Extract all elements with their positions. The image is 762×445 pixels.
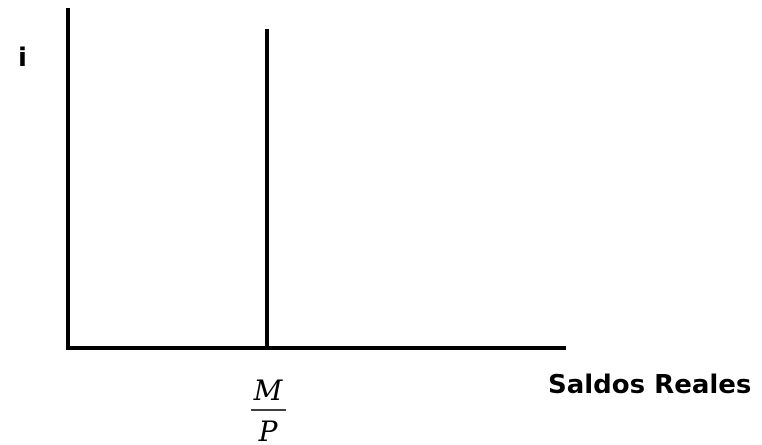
real-balances-fraction: M P — [251, 374, 286, 445]
fraction-denominator: P — [258, 415, 279, 445]
fraction-numerator: M — [253, 374, 284, 407]
x-axis-label: Saldos Reales — [548, 370, 751, 400]
y-axis-label: i — [18, 43, 27, 73]
